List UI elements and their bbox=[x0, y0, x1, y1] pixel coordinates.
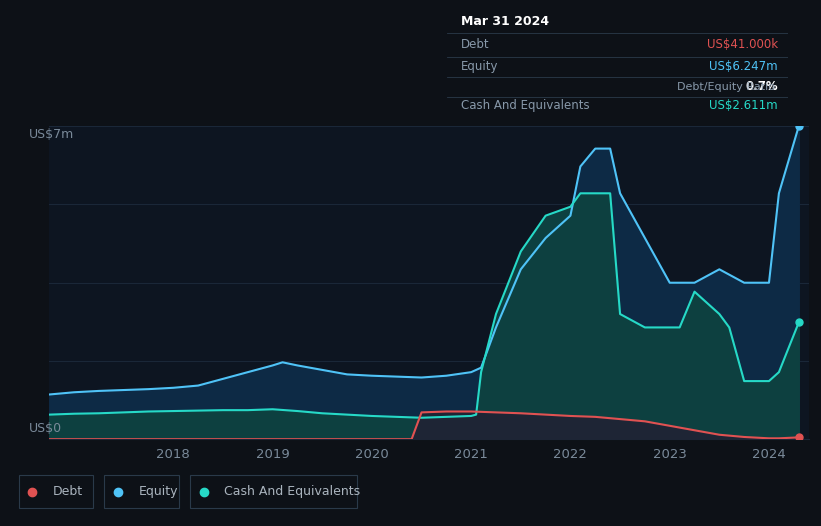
Bar bbox=[190, 476, 357, 508]
Text: Debt: Debt bbox=[53, 485, 83, 498]
Text: Cash And Equivalents: Cash And Equivalents bbox=[224, 485, 360, 498]
Text: Equity: Equity bbox=[139, 485, 178, 498]
Text: US$7m: US$7m bbox=[29, 128, 74, 140]
Bar bbox=[104, 476, 179, 508]
Text: US$41.000k: US$41.000k bbox=[707, 38, 778, 52]
Text: Equity: Equity bbox=[461, 60, 498, 73]
Text: US$6.247m: US$6.247m bbox=[709, 60, 778, 73]
Text: 0.7%: 0.7% bbox=[745, 80, 778, 94]
Text: Mar 31 2024: Mar 31 2024 bbox=[461, 15, 549, 28]
Text: Cash And Equivalents: Cash And Equivalents bbox=[461, 99, 589, 113]
Text: Debt: Debt bbox=[461, 38, 489, 52]
Text: US$0: US$0 bbox=[29, 422, 62, 435]
Text: US$2.611m: US$2.611m bbox=[709, 99, 778, 113]
Bar bbox=[19, 476, 94, 508]
Text: Debt/Equity Ratio: Debt/Equity Ratio bbox=[670, 82, 774, 92]
